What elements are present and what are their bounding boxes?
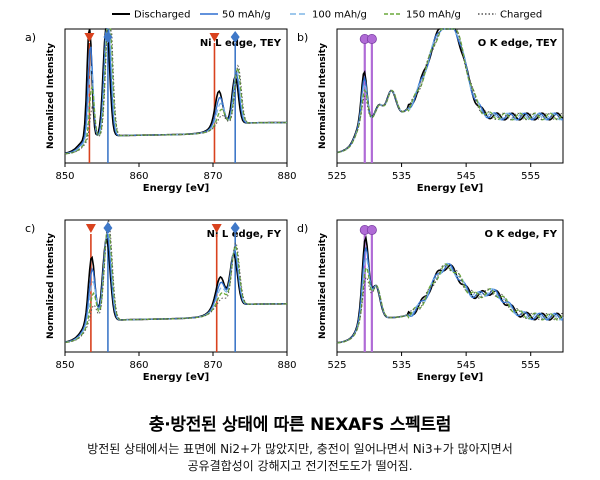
series-c-3: [64, 224, 287, 344]
y-axis-label-a: Normalized Intensity: [46, 43, 56, 149]
marker-diamond-c-1: [103, 222, 113, 234]
x-tick-label-b-3: 555: [521, 171, 540, 182]
x-tick-label-d-2: 545: [457, 360, 476, 371]
x-axis-label-b: Energy [eV]: [417, 183, 483, 194]
series-b-3: [336, 28, 564, 154]
marker-circle-b-1: [366, 34, 377, 45]
panel-frame-c: [64, 219, 288, 353]
x-tick-label-c-0: 850: [55, 360, 74, 371]
x-tick-label-a-1: 860: [129, 171, 148, 182]
caption-title: 충·방전된 상태에 따른 NEXAFS 스펙트럼: [148, 415, 452, 435]
caption-line-1: 방전된 상태에서는 표면에 Ni2+가 많았지만, 충전이 일어나면서 Ni3+…: [87, 442, 513, 456]
x-tick-label-b-2: 545: [457, 171, 476, 182]
x-tick-label-a-3: 880: [277, 171, 296, 182]
nexafs-figure: Discharged 50 mAh/g 100 mAh/g 150 mAh/g Char…: [25, 10, 564, 383]
legend-entry-4: Charged: [500, 10, 542, 21]
marker-circle-d-1: [366, 224, 377, 235]
panel-label-a: a): [25, 31, 36, 44]
x-axis-label-d: Energy [eV]: [417, 372, 483, 383]
marker-diamond-a-1: [103, 31, 113, 43]
series-c-2: [64, 229, 287, 343]
marker-triangle-a-2: [209, 33, 220, 42]
x-axis-label-a: Energy [eV]: [143, 183, 209, 194]
panel-title-b: O K edge, TEY: [478, 38, 558, 49]
marker-triangle-a-0: [84, 33, 95, 42]
x-tick-label-b-1: 535: [392, 171, 411, 182]
panel-title-c: Ni L edge, FY: [207, 229, 282, 240]
x-tick-label-c-3: 880: [277, 360, 296, 371]
panel-label-c: c): [25, 222, 35, 235]
legend-entry-0: Discharged: [134, 10, 190, 21]
legend-entry-3: 150 mAh/g: [406, 10, 461, 21]
series-d-4: [336, 264, 564, 344]
legend-entry-2: 100 mAh/g: [312, 10, 367, 21]
caption-description: 방전된 상태에서는 표면에 Ni2+가 많았지만, 충전이 일어나면서 Ni3+…: [0, 441, 600, 475]
legend-entry-1: 50 mAh/g: [222, 10, 271, 21]
x-tick-label-d-1: 535: [392, 360, 411, 371]
x-axis-label-c: Energy [eV]: [143, 372, 209, 383]
x-tick-label-d-3: 555: [521, 360, 540, 371]
x-tick-label-a-0: 850: [55, 171, 74, 182]
panel-label-b: b): [297, 31, 308, 44]
x-tick-label-b-0: 525: [327, 171, 346, 182]
series-c-0: [64, 237, 287, 343]
panel-label-d: d): [297, 222, 308, 235]
y-axis-label-c: Normalized Intensity: [46, 233, 56, 339]
panel-title-a: Ni L edge, TEY: [200, 38, 282, 49]
marker-triangle-c-2: [211, 224, 222, 233]
y-axis-label-b: Normalized Intensity: [318, 43, 328, 149]
x-tick-label-c-1: 860: [129, 360, 148, 371]
series-c-1: [64, 231, 287, 343]
series-d-2: [336, 255, 564, 344]
x-tick-label-a-2: 870: [203, 171, 222, 182]
marker-diamond-a-3: [230, 31, 240, 43]
series-b-4: [336, 28, 564, 154]
panel-title-d: O K edge, FY: [485, 229, 558, 240]
caption-line-2: 공유결합성이 강해지고 전기전도도가 떨어짐.: [187, 459, 413, 473]
y-axis-label-d: Normalized Intensity: [318, 233, 328, 339]
marker-diamond-c-3: [230, 222, 240, 234]
panel-frame-d: [336, 219, 564, 353]
series-c-4: [64, 218, 287, 344]
x-tick-label-c-2: 870: [203, 360, 222, 371]
series-a-4: [64, 28, 288, 155]
marker-triangle-c-0: [85, 224, 96, 233]
x-tick-label-d-0: 525: [327, 360, 346, 371]
panel-frame-a: [64, 28, 288, 164]
